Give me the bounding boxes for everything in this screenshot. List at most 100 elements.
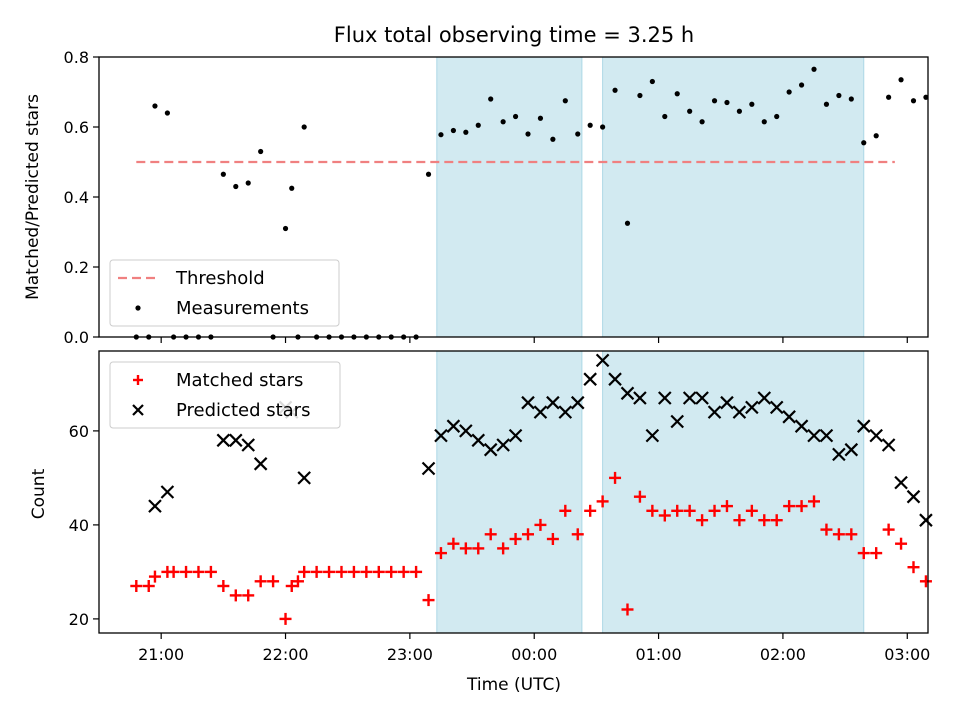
ratio-shaded-interval-0 <box>436 56 583 338</box>
counts-series-0-point-11 <box>254 575 267 588</box>
counts-series-0-point-58 <box>820 523 833 536</box>
counts-shaded-interval-1 <box>602 350 865 634</box>
counts-series-1-point-18 <box>533 405 548 419</box>
counts-series-0-point-55 <box>783 500 796 513</box>
ratio-series-1-point-43 <box>637 92 643 99</box>
counts-series-0-point-23 <box>385 565 398 578</box>
counts-series-1-point-33 <box>720 395 734 410</box>
counts-shaded-interval-0 <box>436 350 583 634</box>
counts-series-1-point-13 <box>471 433 486 448</box>
ratio-series-1-point-60 <box>848 96 854 102</box>
counts-series-1-point-19 <box>546 395 560 410</box>
counts-series-1-point-9 <box>421 461 436 476</box>
counts-series-1-point-34 <box>732 405 747 419</box>
ratio-series-1-point-32 <box>500 119 506 125</box>
counts-legend-swatch-0 <box>133 375 143 385</box>
counts-series-0-point-34 <box>522 528 535 541</box>
counts-series-0-point-0 <box>130 580 143 592</box>
xtick-label-0: 21:00 <box>138 645 184 664</box>
counts-series-0-point-10 <box>242 589 255 602</box>
ratio-panel: Matched/Predicted stars 0.0 0.2 0.4 0.6 0.8 T… <box>23 48 929 347</box>
x-axis-label: Time (UTC) <box>466 675 561 695</box>
counts-series-0-point-18 <box>323 565 336 578</box>
counts-series-0-point-37 <box>559 504 572 517</box>
ratio-series-1-point-39 <box>587 122 593 128</box>
counts-series-0-point-40 <box>596 495 609 508</box>
counts-series-1-point-39 <box>794 419 809 433</box>
counts-series-0-point-31 <box>484 528 497 541</box>
counts-series-1-point-17 <box>521 395 535 410</box>
counts-series-1-point-20 <box>558 405 573 419</box>
ratio-series-1-point-26 <box>425 171 432 177</box>
counts-series-0-point-28 <box>447 537 460 550</box>
counts-series-0-point-32 <box>497 542 510 555</box>
counts-axes-frame <box>98 350 929 634</box>
ratio-series-1-point-55 <box>786 89 792 95</box>
counts-series-0-point-49 <box>708 504 721 517</box>
counts-series-0-point-27 <box>434 547 447 560</box>
counts-series-1-point-14 <box>483 442 498 457</box>
ratio-series-1-point-3 <box>164 110 170 116</box>
counts-series-0-point-24 <box>397 565 410 578</box>
ratio-legend-swatch-1 <box>135 305 141 311</box>
counts-series-0-point-65 <box>907 561 920 574</box>
xtick-label-6: 03:00 <box>884 645 930 664</box>
counts-series-1-point-29 <box>670 414 685 429</box>
ratio-series-1-point-63 <box>886 94 892 100</box>
ratio-series-1-point-51 <box>736 108 743 114</box>
chart-title: Flux total observing time = 3.25 h <box>334 23 694 47</box>
ratio-series-1-point-58 <box>823 101 830 107</box>
counts-series-0-point-1 <box>142 580 155 592</box>
counts-series-0-point-17 <box>310 565 323 578</box>
counts-legend-swatch-1 <box>132 404 144 416</box>
ratio-series-1-point-10 <box>245 180 251 186</box>
ratio-series-1-point-34 <box>525 131 531 137</box>
counts-series-1-point-44 <box>856 419 871 433</box>
ratio-series-1-point-53 <box>761 119 767 125</box>
ratio-ytick-label-4: 0.8 <box>64 48 89 67</box>
ratio-series-1-point-28 <box>450 127 456 134</box>
ratio-series-1-point-45 <box>662 113 668 120</box>
counts-series-1-point-8 <box>297 471 311 485</box>
ratio-series-1-point-38 <box>575 131 581 137</box>
counts-series-1-point-30 <box>682 391 697 405</box>
ratio-series-1-point-52 <box>749 101 755 107</box>
ratio-series-1-point-2 <box>152 103 158 109</box>
ratio-series-1-point-44 <box>649 78 655 85</box>
ratio-series-1-point-65 <box>910 98 917 104</box>
counts-series-0-point-51 <box>733 514 746 527</box>
ratio-series-1-point-62 <box>873 133 879 139</box>
counts-series-1-point-35 <box>745 400 759 415</box>
counts-series-1-point-32 <box>707 405 722 419</box>
counts-series-0-point-26 <box>422 594 435 607</box>
ratio-series-1-point-35 <box>537 115 544 121</box>
counts-series-0-point-36 <box>546 533 559 545</box>
counts-series-0-point-8 <box>217 580 230 592</box>
xtick-label-4: 01:00 <box>636 645 682 664</box>
counts-series-1-point-42 <box>832 447 846 462</box>
counts-series-0-point-14 <box>285 580 298 592</box>
counts-series-1-point-27 <box>645 428 660 443</box>
counts-series-1-point-2 <box>216 433 231 448</box>
counts-series-1-point-36 <box>757 391 772 405</box>
counts-series-0-point-22 <box>372 565 385 578</box>
counts-series-1-point-11 <box>446 419 461 433</box>
ratio-series-1-point-16 <box>301 124 307 130</box>
counts-series-1-point-3 <box>229 433 243 448</box>
ratio-series-1-point-56 <box>798 82 805 88</box>
xtick-label-1: 22:00 <box>262 645 308 664</box>
counts-legend: Matched stars Predicted stars <box>109 361 341 429</box>
ratio-series-1-point-8 <box>220 171 226 177</box>
counts-series-1-point-22 <box>583 372 597 386</box>
counts-series-0-point-12 <box>267 575 280 588</box>
ratio-series-1-point-29 <box>463 129 469 135</box>
ratio-shaded-interval-1 <box>602 56 865 338</box>
counts-series-1-point-10 <box>434 428 448 443</box>
xtick-label-3: 00:00 <box>511 645 557 664</box>
counts-series-1-point-26 <box>633 391 647 405</box>
ratio-series-1-point-9 <box>233 183 239 190</box>
ratio-series-1-point-14 <box>289 185 295 191</box>
counts-series-0-point-33 <box>509 533 522 545</box>
counts-series-0-point-29 <box>459 542 472 555</box>
counts-y-axis-label: Count <box>29 468 49 519</box>
